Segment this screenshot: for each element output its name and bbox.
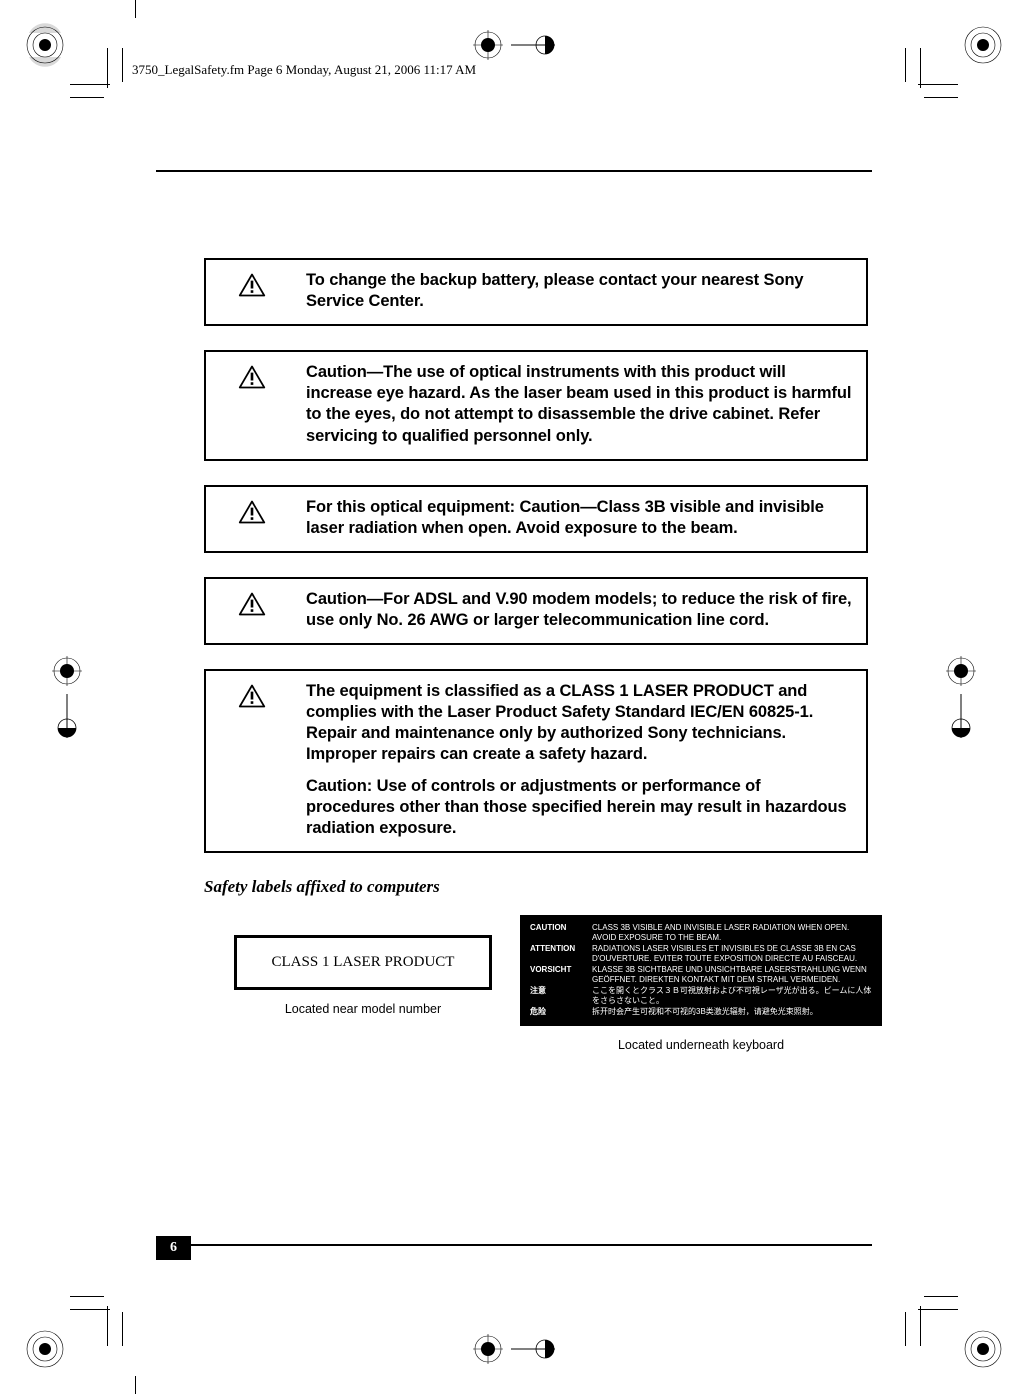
warning-box: To change the backup battery, please con… bbox=[204, 258, 868, 326]
crop-tick bbox=[905, 48, 906, 82]
warning-icon bbox=[220, 589, 288, 622]
label-lang: VORSICHT bbox=[530, 965, 582, 985]
warning-icon bbox=[220, 270, 288, 303]
warning-box: Caution—For ADSL and V.90 modem models; … bbox=[204, 577, 868, 645]
label-column: CAUTION CLASS 3B VISIBLE AND INVISIBLE LA… bbox=[520, 915, 882, 1052]
warning-icon bbox=[220, 362, 288, 395]
crop-tick bbox=[135, 0, 136, 18]
warning-box: The equipment is classified as a CLASS 1… bbox=[204, 669, 868, 853]
crop-tick bbox=[107, 48, 108, 88]
page-number: 6 bbox=[156, 1236, 191, 1260]
warning-box: For this optical equipment: Caution—Clas… bbox=[204, 485, 868, 553]
labels-caption: Safety labels affixed to computers bbox=[204, 877, 868, 897]
crop-tick bbox=[70, 1296, 104, 1297]
warning-paragraph: Caution: Use of controls or adjustments … bbox=[306, 776, 852, 839]
warning-paragraph: The equipment is classified as a CLASS 1… bbox=[306, 681, 852, 765]
registration-combo-icon bbox=[946, 656, 976, 738]
crop-tick bbox=[924, 97, 958, 98]
label-row: 危险拆开时会产生可视和不可视的3B类激光辐射，请避免光束照射。 bbox=[530, 1007, 872, 1017]
label-text: CLASS 3B VISIBLE AND INVISIBLE LASER RAD… bbox=[592, 923, 872, 943]
label-text: 拆开时会产生可视和不可视的3B类激光辐射，请避免光束照射。 bbox=[592, 1007, 818, 1017]
crop-tick bbox=[122, 1312, 123, 1346]
label-caption: Located underneath keyboard bbox=[618, 1038, 784, 1052]
crop-tick bbox=[905, 1312, 906, 1346]
crop-tick bbox=[70, 84, 110, 85]
crop-tick bbox=[70, 97, 104, 98]
crop-tick bbox=[70, 1309, 110, 1310]
crop-tick bbox=[135, 1376, 136, 1394]
crop-tick bbox=[122, 48, 123, 82]
warning-text: For this optical equipment: Caution—Clas… bbox=[306, 497, 852, 539]
crop-tick bbox=[920, 1306, 921, 1346]
warning-text: To change the backup battery, please con… bbox=[306, 270, 852, 312]
warning-icon bbox=[220, 497, 288, 530]
label-text: RADIATIONS LASER VISIBLES ET INVISIBLES … bbox=[592, 944, 872, 964]
crop-tick bbox=[918, 1309, 958, 1310]
registration-combo-icon bbox=[473, 1334, 555, 1364]
label-lang: 注意 bbox=[530, 986, 582, 1006]
label-lang: 危险 bbox=[530, 1007, 582, 1017]
registration-combo-icon bbox=[473, 30, 555, 60]
warning-icon bbox=[220, 681, 288, 714]
crop-tick bbox=[920, 48, 921, 88]
warning-text: Caution—For ADSL and V.90 modem models; … bbox=[306, 589, 852, 631]
registration-combo-icon bbox=[52, 656, 82, 738]
label-column: CLASS 1 LASER PRODUCT Located near model… bbox=[234, 915, 492, 1016]
label-row: ATTENTION RADIATIONS LASER VISIBLES ET IN… bbox=[530, 944, 872, 964]
multilang-laser-label: CAUTION CLASS 3B VISIBLE AND INVISIBLE LA… bbox=[520, 915, 882, 1026]
warning-box: Caution—The use of optical instruments w… bbox=[204, 350, 868, 460]
registration-mark-icon bbox=[958, 20, 1008, 70]
page-content: To change the backup battery, please con… bbox=[204, 258, 868, 1052]
warning-paragraph: Caution—The use of optical instruments w… bbox=[306, 362, 852, 446]
page-top-rule bbox=[156, 170, 872, 172]
registration-mark-icon bbox=[958, 1324, 1008, 1374]
class1-laser-label: CLASS 1 LASER PRODUCT bbox=[234, 935, 492, 990]
page-bottom-rule bbox=[156, 1244, 872, 1246]
label-text: KLASSE 3B SICHTBARE UND UNSICHTBARE LASE… bbox=[592, 965, 872, 985]
crop-tick bbox=[107, 1306, 108, 1346]
crop-tick bbox=[924, 1296, 958, 1297]
label-row: VORSICHT KLASSE 3B SICHTBARE UND UNSICHTB… bbox=[530, 965, 872, 985]
registration-mark-icon bbox=[20, 20, 70, 70]
warning-text: The equipment is classified as a CLASS 1… bbox=[306, 681, 852, 839]
label-caption: Located near model number bbox=[285, 1002, 441, 1016]
warning-paragraph: To change the backup battery, please con… bbox=[306, 270, 852, 312]
header-file-info: 3750_LegalSafety.fm Page 6 Monday, Augus… bbox=[132, 62, 476, 78]
label-row: 注意ここを開くとクラス３Ｂ可視放射および不可視レーザ光が出る。ビームに人体をさら… bbox=[530, 986, 872, 1006]
warning-paragraph: For this optical equipment: Caution—Clas… bbox=[306, 497, 852, 539]
registration-mark-icon bbox=[20, 1324, 70, 1374]
label-lang: CAUTION bbox=[530, 923, 582, 943]
label-lang: ATTENTION bbox=[530, 944, 582, 964]
crop-tick bbox=[918, 84, 958, 85]
label-text: ここを開くとクラス３Ｂ可視放射および不可視レーザ光が出る。ビームに人体をさらさな… bbox=[592, 986, 872, 1006]
labels-row: CLASS 1 LASER PRODUCT Located near model… bbox=[204, 915, 868, 1052]
warning-paragraph: Caution—For ADSL and V.90 modem models; … bbox=[306, 589, 852, 631]
warning-text: Caution—The use of optical instruments w… bbox=[306, 362, 852, 446]
label-row: CAUTION CLASS 3B VISIBLE AND INVISIBLE LA… bbox=[530, 923, 872, 943]
